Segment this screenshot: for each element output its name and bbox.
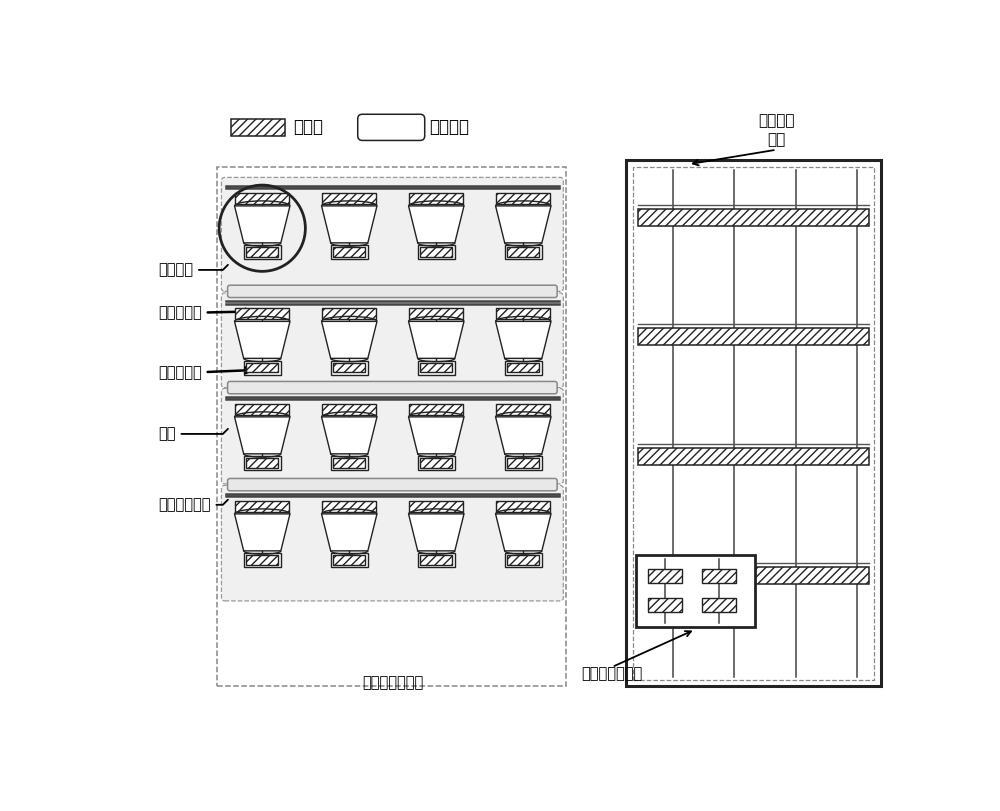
- FancyBboxPatch shape: [496, 193, 550, 204]
- FancyBboxPatch shape: [418, 245, 455, 259]
- FancyBboxPatch shape: [496, 308, 550, 319]
- Polygon shape: [409, 321, 464, 358]
- Text: 电路: 电路: [767, 132, 786, 147]
- FancyBboxPatch shape: [235, 193, 289, 204]
- FancyBboxPatch shape: [221, 293, 563, 388]
- Polygon shape: [496, 417, 551, 454]
- FancyBboxPatch shape: [231, 119, 285, 135]
- FancyBboxPatch shape: [246, 556, 278, 564]
- FancyBboxPatch shape: [322, 404, 376, 414]
- FancyBboxPatch shape: [235, 308, 289, 319]
- FancyBboxPatch shape: [246, 458, 278, 468]
- FancyBboxPatch shape: [418, 456, 455, 470]
- FancyBboxPatch shape: [409, 193, 463, 204]
- Polygon shape: [235, 206, 290, 242]
- Text: 寄存器: 寄存器: [293, 118, 323, 136]
- FancyBboxPatch shape: [331, 553, 368, 567]
- Text: 路由: 路由: [158, 427, 228, 441]
- Text: 路由单元: 路由单元: [429, 118, 469, 136]
- FancyBboxPatch shape: [418, 553, 455, 567]
- FancyBboxPatch shape: [246, 363, 278, 372]
- Polygon shape: [322, 417, 377, 454]
- FancyBboxPatch shape: [244, 245, 281, 259]
- FancyBboxPatch shape: [409, 404, 463, 414]
- FancyBboxPatch shape: [638, 328, 869, 345]
- FancyBboxPatch shape: [507, 556, 539, 564]
- FancyBboxPatch shape: [333, 363, 365, 372]
- FancyBboxPatch shape: [322, 308, 376, 319]
- FancyBboxPatch shape: [333, 556, 365, 564]
- FancyBboxPatch shape: [333, 458, 365, 468]
- FancyBboxPatch shape: [638, 448, 869, 465]
- FancyBboxPatch shape: [648, 569, 682, 583]
- FancyBboxPatch shape: [496, 404, 550, 414]
- FancyBboxPatch shape: [221, 486, 563, 601]
- FancyBboxPatch shape: [221, 178, 563, 291]
- Polygon shape: [409, 417, 464, 454]
- Polygon shape: [496, 206, 551, 242]
- FancyBboxPatch shape: [331, 361, 368, 375]
- FancyBboxPatch shape: [702, 569, 736, 583]
- Polygon shape: [322, 206, 377, 242]
- FancyBboxPatch shape: [221, 388, 563, 484]
- FancyBboxPatch shape: [626, 161, 881, 686]
- Polygon shape: [409, 514, 464, 551]
- Text: 寄存器堆: 寄存器堆: [758, 113, 795, 128]
- FancyBboxPatch shape: [505, 361, 542, 375]
- Polygon shape: [235, 321, 290, 358]
- FancyBboxPatch shape: [228, 478, 557, 491]
- FancyBboxPatch shape: [235, 404, 289, 414]
- FancyBboxPatch shape: [420, 458, 452, 468]
- FancyBboxPatch shape: [228, 285, 557, 298]
- FancyBboxPatch shape: [420, 363, 452, 372]
- FancyBboxPatch shape: [507, 458, 539, 468]
- Polygon shape: [496, 321, 551, 358]
- Polygon shape: [409, 206, 464, 242]
- Text: 输出寄存器: 输出寄存器: [158, 366, 251, 380]
- FancyBboxPatch shape: [505, 553, 542, 567]
- FancyBboxPatch shape: [358, 114, 425, 140]
- FancyBboxPatch shape: [507, 363, 539, 372]
- FancyBboxPatch shape: [418, 361, 455, 375]
- FancyBboxPatch shape: [333, 247, 365, 257]
- Text: 算术逻辑单元: 算术逻辑单元: [158, 497, 228, 513]
- FancyBboxPatch shape: [244, 456, 281, 470]
- FancyBboxPatch shape: [702, 598, 736, 611]
- Polygon shape: [322, 514, 377, 551]
- Text: 寄存器堆子单元: 寄存器堆子单元: [362, 675, 423, 690]
- FancyBboxPatch shape: [244, 553, 281, 567]
- FancyBboxPatch shape: [228, 381, 557, 394]
- FancyBboxPatch shape: [246, 247, 278, 257]
- Text: 寄存器堆子单元: 寄存器堆子单元: [581, 666, 642, 680]
- FancyBboxPatch shape: [420, 556, 452, 564]
- FancyBboxPatch shape: [420, 247, 452, 257]
- Polygon shape: [496, 514, 551, 551]
- FancyBboxPatch shape: [409, 308, 463, 319]
- FancyBboxPatch shape: [322, 193, 376, 204]
- Text: 输入寄存器: 输入寄存器: [158, 306, 251, 320]
- FancyBboxPatch shape: [496, 501, 550, 512]
- FancyBboxPatch shape: [235, 501, 289, 512]
- Polygon shape: [322, 321, 377, 358]
- FancyBboxPatch shape: [505, 245, 542, 259]
- Text: 处理单元: 处理单元: [158, 263, 228, 277]
- FancyBboxPatch shape: [331, 456, 368, 470]
- Polygon shape: [235, 417, 290, 454]
- FancyBboxPatch shape: [636, 556, 755, 627]
- FancyBboxPatch shape: [505, 456, 542, 470]
- Polygon shape: [235, 514, 290, 551]
- FancyBboxPatch shape: [409, 501, 463, 512]
- FancyBboxPatch shape: [322, 501, 376, 512]
- FancyBboxPatch shape: [331, 245, 368, 259]
- FancyBboxPatch shape: [244, 361, 281, 375]
- FancyBboxPatch shape: [638, 567, 869, 584]
- FancyBboxPatch shape: [507, 247, 539, 257]
- FancyBboxPatch shape: [648, 598, 682, 611]
- FancyBboxPatch shape: [638, 209, 869, 226]
